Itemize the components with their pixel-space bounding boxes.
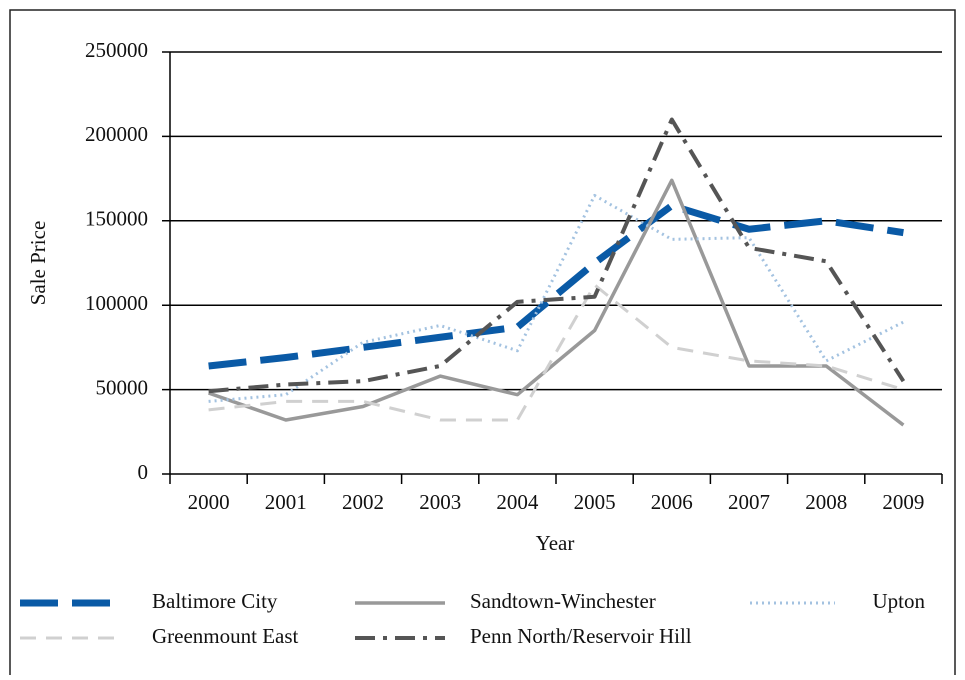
y-tick-label: 0 bbox=[138, 460, 149, 484]
series-line bbox=[208, 283, 904, 422]
y-tick-label: 50000 bbox=[96, 375, 149, 399]
x-tick-label: 2000 bbox=[188, 490, 230, 514]
legend-label: Penn North/Reservoir Hill bbox=[470, 624, 692, 648]
x-tick-label: 2009 bbox=[882, 490, 924, 514]
x-tick-label: 2003 bbox=[419, 490, 461, 514]
y-tick-label: 100000 bbox=[85, 291, 148, 315]
x-tick-label: 2006 bbox=[651, 490, 693, 514]
legend-label: Greenmount East bbox=[152, 624, 299, 648]
series-line bbox=[208, 202, 904, 370]
series-line bbox=[208, 178, 905, 427]
x-axis-label: Year bbox=[536, 531, 575, 555]
x-tick-label: 2001 bbox=[265, 490, 307, 514]
x-tick-label: 2004 bbox=[496, 490, 539, 514]
x-tick-label: 2007 bbox=[728, 490, 770, 514]
legend-label: Baltimore City bbox=[152, 589, 278, 613]
y-tick-label: 200000 bbox=[85, 122, 148, 146]
y-tick-label: 150000 bbox=[85, 207, 148, 231]
frame bbox=[9, 9, 956, 675]
y-tick-label: 250000 bbox=[85, 38, 148, 62]
series-line bbox=[208, 117, 906, 394]
x-tick-label: 2005 bbox=[574, 490, 616, 514]
x-tick-label: 2002 bbox=[342, 490, 384, 514]
y-axis-label: Sale Price bbox=[26, 221, 50, 306]
legend-label: Sandtown-Winchester bbox=[470, 589, 656, 613]
x-tick-label: 2008 bbox=[805, 490, 847, 514]
legend-label: Upton bbox=[873, 589, 926, 613]
